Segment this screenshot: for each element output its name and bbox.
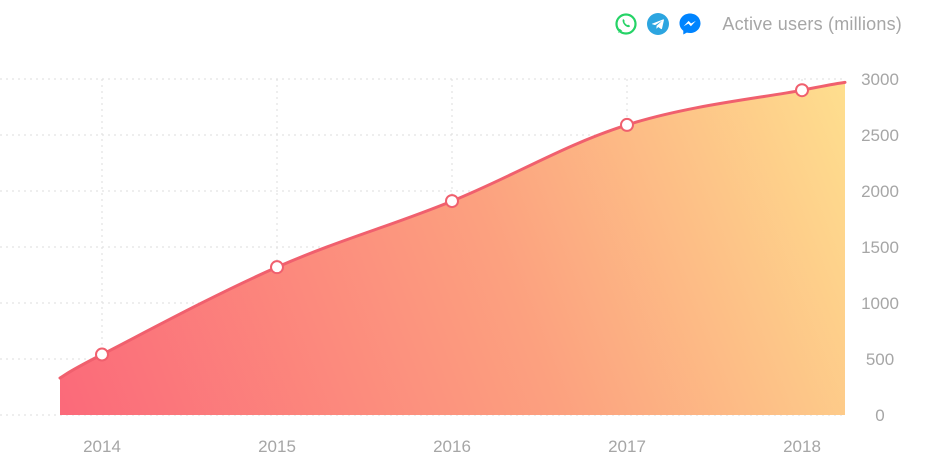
whatsapp-icon (614, 12, 638, 36)
x-tick-label: 2014 (83, 437, 121, 456)
telegram-icon (646, 12, 670, 36)
data-point-marker[interactable] (95, 347, 109, 362)
area-fill (60, 82, 845, 416)
y-tick-label: 0 (875, 406, 884, 425)
x-tick-label: 2015 (258, 437, 296, 456)
y-tick-label: 2000 (861, 182, 899, 201)
area-layer (60, 82, 845, 416)
x-tick-label: 2018 (783, 437, 821, 456)
chart-legend-header: Active users (millions) (614, 8, 902, 40)
y-tick-label: 3000 (861, 70, 899, 89)
y-tick-label: 1500 (861, 238, 899, 257)
chart-title: Active users (millions) (722, 13, 902, 34)
messenger-icon (678, 12, 702, 36)
data-point-marker[interactable] (620, 117, 634, 132)
x-tick-label: 2017 (608, 437, 646, 456)
y-tick-label: 500 (866, 350, 894, 369)
y-axis-ticks: 0 500 1000 1500 2000 2500 3000 (861, 70, 899, 425)
data-point-marker[interactable] (795, 83, 809, 98)
y-tick-label: 1000 (861, 294, 899, 313)
x-axis-ticks: 2014 2015 2016 2017 2018 (83, 437, 821, 456)
marker-layer (95, 83, 809, 362)
data-point-marker[interactable] (445, 194, 459, 209)
x-tick-label: 2016 (433, 437, 471, 456)
data-point-marker[interactable] (270, 260, 284, 275)
y-tick-label: 2500 (861, 126, 899, 145)
